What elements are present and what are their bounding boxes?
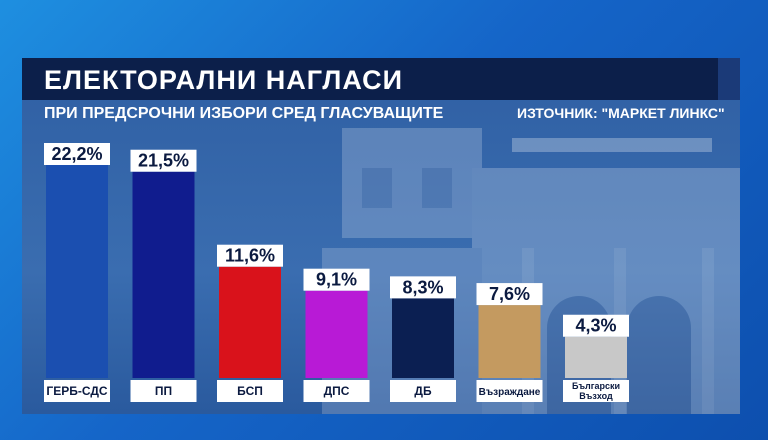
value-label-box-4 [390,276,456,299]
value-label-box-2 [217,244,283,267]
bar-3 [305,290,368,378]
value-label-3: 9,1% [316,270,357,290]
source-label: ИЗТОЧНИК: "МАРКЕТ ЛИНКС" [517,105,725,121]
category-label-box-0 [44,380,110,402]
category-label-box-6 [563,380,629,402]
value-label-1: 21,5% [138,151,189,171]
value-label-2: 11,6% [225,246,275,266]
value-label-box-0 [44,143,110,165]
category-label-6-line-1: Възход [579,391,613,401]
value-label-box-1 [130,149,197,172]
category-label-box-4 [390,380,456,402]
category-label-1: ПП [155,384,172,398]
category-label-box-2 [217,380,283,402]
chart-subtitle: ПРИ ПРЕДСРОЧНИ ИЗБОРИ СРЕД ГЛАСУВАЩИТЕ [44,105,444,122]
value-label-5: 7,6% [489,284,530,304]
category-label-box-3 [303,380,370,402]
bar-4 [392,298,454,378]
title-bar [22,58,718,100]
bar-0 [46,165,108,378]
title-bar-accent [718,58,740,100]
category-label-6-line-0: Български [572,381,620,391]
bar-1 [132,171,195,378]
category-label-3: ДПС [324,384,350,398]
category-label-0: ГЕРБ-СДС [46,384,107,398]
category-label-2: БСП [237,384,263,398]
category-label-5: Възраждане [479,387,541,398]
bar-5 [478,305,541,378]
value-label-4: 8,3% [402,277,443,297]
bar-6 [565,336,627,378]
value-label-box-6 [563,314,629,337]
value-label-box-5 [476,283,543,306]
chart-title: ЕЛЕКТОРАЛНИ НАГЛАСИ [44,65,404,95]
value-label-6: 4,3% [575,316,616,336]
category-label-box-1 [130,380,197,402]
value-label-box-3 [303,268,370,291]
value-label-0: 22,2% [51,144,102,164]
bar-2 [219,266,281,378]
category-label-4: ДБ [414,384,432,398]
category-label-box-5 [476,380,543,402]
